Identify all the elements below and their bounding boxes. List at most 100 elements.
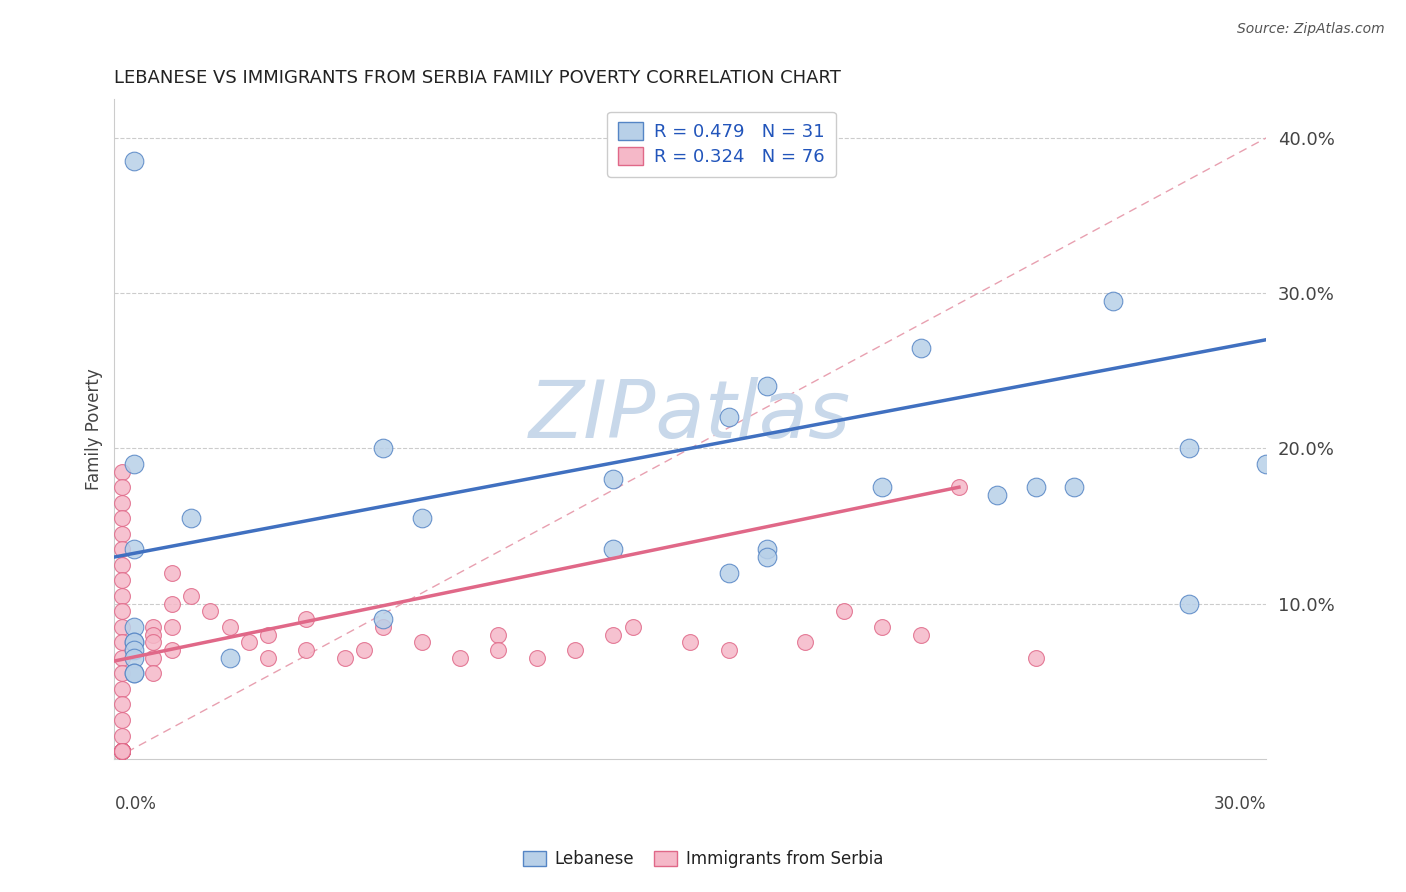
Point bbox=[111, 744, 134, 758]
Point bbox=[486, 643, 509, 657]
Point bbox=[486, 627, 509, 641]
Point bbox=[142, 627, 165, 641]
Point bbox=[111, 744, 134, 758]
Point bbox=[870, 620, 893, 634]
Point bbox=[111, 744, 134, 758]
Point bbox=[111, 744, 134, 758]
Point bbox=[257, 651, 280, 665]
Point bbox=[353, 643, 375, 657]
Point bbox=[160, 566, 183, 580]
Legend: R = 0.479   N = 31, R = 0.324   N = 76: R = 0.479 N = 31, R = 0.324 N = 76 bbox=[607, 112, 835, 178]
Point bbox=[411, 635, 433, 649]
Point bbox=[111, 744, 134, 758]
Point bbox=[832, 604, 855, 618]
Point bbox=[111, 589, 134, 603]
Point bbox=[449, 651, 471, 665]
Point bbox=[870, 480, 893, 494]
Point bbox=[111, 744, 134, 758]
Text: 0.0%: 0.0% bbox=[114, 795, 156, 814]
Point bbox=[122, 457, 145, 471]
Point bbox=[111, 744, 134, 758]
Point bbox=[160, 620, 183, 634]
Point bbox=[794, 635, 817, 649]
Point bbox=[1063, 480, 1085, 494]
Point bbox=[122, 666, 145, 681]
Point bbox=[1025, 651, 1047, 665]
Point bbox=[200, 604, 222, 618]
Point bbox=[111, 744, 134, 758]
Point bbox=[111, 526, 134, 541]
Point bbox=[122, 651, 145, 665]
Point bbox=[111, 651, 134, 665]
Point bbox=[238, 635, 260, 649]
Point bbox=[111, 744, 134, 758]
Point bbox=[602, 472, 624, 486]
Text: ZIPatlas: ZIPatlas bbox=[529, 376, 851, 455]
Point bbox=[111, 729, 134, 743]
Point bbox=[160, 597, 183, 611]
Point bbox=[1178, 597, 1201, 611]
Point bbox=[111, 744, 134, 758]
Point bbox=[142, 635, 165, 649]
Point bbox=[111, 604, 134, 618]
Point bbox=[986, 488, 1008, 502]
Text: LEBANESE VS IMMIGRANTS FROM SERBIA FAMILY POVERTY CORRELATION CHART: LEBANESE VS IMMIGRANTS FROM SERBIA FAMIL… bbox=[114, 69, 841, 87]
Point bbox=[122, 635, 145, 649]
Point bbox=[111, 744, 134, 758]
Point bbox=[411, 511, 433, 525]
Point bbox=[122, 620, 145, 634]
Point bbox=[295, 612, 318, 626]
Point bbox=[218, 620, 240, 634]
Point bbox=[717, 566, 740, 580]
Point bbox=[180, 511, 202, 525]
Point bbox=[756, 542, 779, 557]
Point bbox=[371, 442, 394, 456]
Point bbox=[111, 744, 134, 758]
Point bbox=[111, 681, 134, 696]
Point bbox=[910, 627, 932, 641]
Point bbox=[142, 651, 165, 665]
Point bbox=[122, 154, 145, 169]
Point bbox=[111, 496, 134, 510]
Point bbox=[111, 744, 134, 758]
Point bbox=[111, 558, 134, 572]
Point bbox=[111, 542, 134, 557]
Point bbox=[1178, 442, 1201, 456]
Point bbox=[295, 643, 318, 657]
Text: 30.0%: 30.0% bbox=[1213, 795, 1265, 814]
Point bbox=[526, 651, 548, 665]
Point bbox=[371, 612, 394, 626]
Point bbox=[122, 666, 145, 681]
Point bbox=[122, 542, 145, 557]
Point bbox=[564, 643, 586, 657]
Point bbox=[111, 698, 134, 712]
Point bbox=[218, 651, 240, 665]
Point bbox=[111, 744, 134, 758]
Point bbox=[1254, 457, 1277, 471]
Point bbox=[111, 744, 134, 758]
Point bbox=[257, 627, 280, 641]
Point bbox=[122, 635, 145, 649]
Point bbox=[111, 713, 134, 727]
Point bbox=[111, 511, 134, 525]
Point bbox=[756, 549, 779, 564]
Point bbox=[756, 379, 779, 393]
Point bbox=[679, 635, 702, 649]
Y-axis label: Family Poverty: Family Poverty bbox=[86, 368, 103, 490]
Point bbox=[180, 589, 202, 603]
Point bbox=[111, 744, 134, 758]
Point bbox=[111, 465, 134, 479]
Point bbox=[602, 542, 624, 557]
Point bbox=[142, 620, 165, 634]
Point bbox=[333, 651, 356, 665]
Point bbox=[1025, 480, 1047, 494]
Point bbox=[111, 744, 134, 758]
Point bbox=[111, 620, 134, 634]
Point bbox=[602, 627, 624, 641]
Point bbox=[111, 635, 134, 649]
Point bbox=[111, 744, 134, 758]
Point bbox=[111, 744, 134, 758]
Point bbox=[948, 480, 970, 494]
Point bbox=[142, 666, 165, 681]
Point bbox=[160, 643, 183, 657]
